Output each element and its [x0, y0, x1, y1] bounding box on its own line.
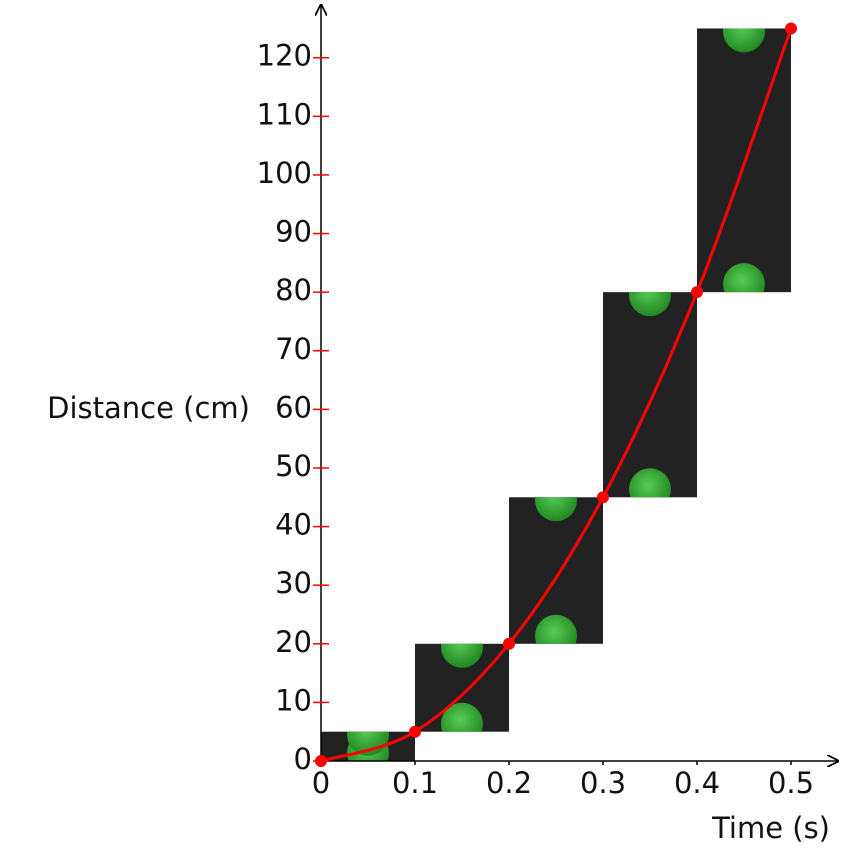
y-tick-label: 30 — [275, 566, 312, 600]
ball — [535, 614, 577, 644]
y-tick-label: 40 — [275, 508, 312, 542]
x-tick-label: 0.4 — [674, 766, 720, 800]
balls — [441, 643, 483, 732]
y-tick-label: 110 — [257, 97, 312, 131]
y-tick-label: 20 — [275, 625, 312, 659]
y-tick-label: 90 — [275, 215, 312, 249]
y-tick-label: 70 — [275, 332, 312, 366]
ball — [629, 292, 671, 317]
ball — [347, 731, 389, 756]
x-axis-label: Time (s) — [711, 811, 830, 845]
ball — [535, 497, 577, 522]
point — [503, 637, 515, 650]
x-tick-label: 0.3 — [580, 766, 626, 800]
ball — [629, 468, 671, 498]
balls — [723, 28, 765, 293]
y-tick-label: 80 — [275, 273, 312, 307]
y-tick-label: 60 — [275, 390, 312, 424]
y-tick-label: 0 — [294, 742, 312, 776]
ball — [441, 643, 483, 668]
frame — [603, 292, 697, 498]
point — [691, 286, 703, 299]
balls — [629, 292, 671, 498]
y-tick-label: 100 — [257, 156, 312, 190]
x-tick-label: 0.1 — [392, 766, 438, 800]
ball — [723, 28, 765, 53]
point — [785, 22, 797, 35]
x-tick-label: 0.2 — [486, 766, 532, 800]
y-tick-label: 120 — [257, 39, 312, 73]
balls — [535, 497, 577, 644]
point — [409, 725, 421, 738]
point — [597, 491, 609, 504]
y-tick-label: 10 — [275, 683, 312, 717]
x-tick-label: 0 — [312, 766, 330, 800]
balls — [347, 731, 389, 762]
ball — [723, 263, 765, 293]
point — [315, 755, 327, 767]
y-tick-label: 50 — [275, 449, 312, 483]
x-tick-label: 0.5 — [768, 766, 814, 800]
ball — [441, 702, 483, 732]
y-axis-label: Distance (cm) — [47, 391, 250, 425]
